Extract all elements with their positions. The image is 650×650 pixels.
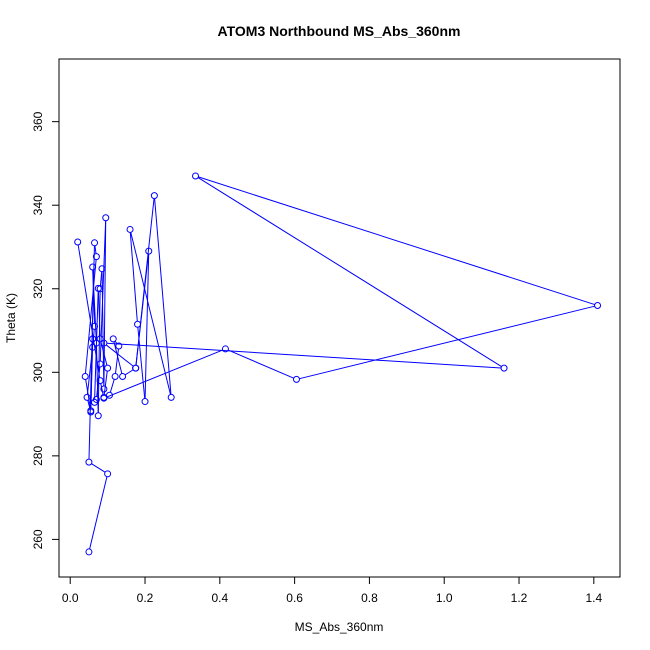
y-tick-label: 260 <box>31 529 45 549</box>
data-point <box>115 342 123 350</box>
data-point <box>87 408 95 416</box>
data-point <box>94 412 102 420</box>
data-point <box>109 335 117 343</box>
y-tick-label: 300 <box>31 362 45 382</box>
series-segment <box>105 344 134 367</box>
data-point <box>100 339 108 347</box>
data-point <box>594 301 602 309</box>
series-segment <box>109 379 115 393</box>
series-segment <box>129 232 138 322</box>
data-point <box>96 335 104 343</box>
y-tick-label: 280 <box>31 446 45 466</box>
x-tick-label: 1.4 <box>585 591 602 605</box>
y-tick-label: 340 <box>31 195 45 215</box>
series-segment <box>299 305 595 380</box>
series-segment <box>94 291 99 400</box>
series-segment <box>97 291 101 413</box>
data-point <box>111 372 119 380</box>
data-point <box>126 225 134 233</box>
data-point <box>96 360 104 368</box>
series-segment <box>130 232 171 395</box>
y-axis-label: Theta (K) <box>4 293 18 343</box>
data-point <box>85 458 93 466</box>
data-point <box>221 345 229 353</box>
series-segment <box>103 371 108 395</box>
x-tick-label: 0.0 <box>62 591 79 605</box>
data-point <box>89 335 97 343</box>
data-point <box>89 343 97 351</box>
data-point <box>100 394 108 402</box>
data-point <box>132 364 140 372</box>
series-segment <box>94 245 97 254</box>
y-axis: 260 280 300 320 340 360 <box>31 111 60 549</box>
data-point <box>500 364 508 372</box>
series-segment <box>86 350 93 395</box>
series-segment <box>106 349 223 398</box>
y-tick-label: 320 <box>31 278 45 298</box>
series-segment <box>97 291 101 336</box>
data-point <box>150 192 158 200</box>
series-segment <box>198 176 595 306</box>
data-point <box>102 214 110 222</box>
data-point <box>89 263 97 271</box>
series-segment <box>113 341 123 374</box>
series-segment <box>124 369 134 376</box>
data-point <box>94 284 102 292</box>
series-segment <box>114 340 118 344</box>
series-segment <box>114 348 119 374</box>
series-segment <box>84 259 97 374</box>
data-point <box>91 239 99 247</box>
data-point <box>74 238 82 246</box>
data-point <box>100 385 108 393</box>
x-tick-label: 1.0 <box>436 591 453 605</box>
data-point <box>141 398 149 406</box>
data-point <box>104 470 112 478</box>
data-point <box>98 265 106 273</box>
x-tick-label: 1.2 <box>511 591 528 605</box>
series-segment <box>89 476 108 550</box>
data-point <box>91 322 99 330</box>
data-point <box>104 364 112 372</box>
data-point <box>85 548 93 556</box>
data-point <box>92 253 100 261</box>
data-point <box>105 391 113 399</box>
series-segment <box>144 254 150 399</box>
data-point <box>119 372 127 380</box>
series-segment <box>85 379 91 408</box>
series-segment <box>106 342 502 369</box>
series-segment <box>135 198 155 366</box>
data-point <box>96 377 104 385</box>
series-segment <box>197 177 502 367</box>
series-segment <box>91 463 106 473</box>
series-segment <box>154 198 172 395</box>
x-tick-label: 0.2 <box>137 591 154 605</box>
series-segment <box>96 366 101 397</box>
x-tick-label: 0.6 <box>286 591 303 605</box>
plot-frame <box>58 58 621 578</box>
data-point <box>92 339 100 347</box>
x-axis: 0.0 0.2 0.4 0.6 0.8 1.0 1.2 1.4 <box>62 576 602 605</box>
chart-title: ATOM3 Northbound MS_Abs_360nm <box>218 23 461 39</box>
data-point <box>81 372 89 380</box>
data-point <box>192 172 200 180</box>
y-tick-label: 360 <box>31 111 45 131</box>
series-segment <box>99 271 103 286</box>
series-points <box>74 172 602 556</box>
x-tick-label: 0.8 <box>361 591 378 605</box>
data-point <box>134 320 142 328</box>
data-point <box>91 398 99 406</box>
series-segment <box>227 349 294 379</box>
x-tick-label: 0.4 <box>211 591 228 605</box>
series-lines <box>77 176 595 550</box>
x-axis-label: MS_Abs_360nm <box>295 620 384 634</box>
series-segment <box>100 383 104 396</box>
series-segment <box>103 220 107 387</box>
data-point <box>83 393 91 401</box>
series-segment <box>77 244 101 378</box>
series-segment <box>92 270 97 341</box>
data-point <box>145 247 153 255</box>
data-point <box>292 375 300 383</box>
data-point <box>167 393 175 401</box>
